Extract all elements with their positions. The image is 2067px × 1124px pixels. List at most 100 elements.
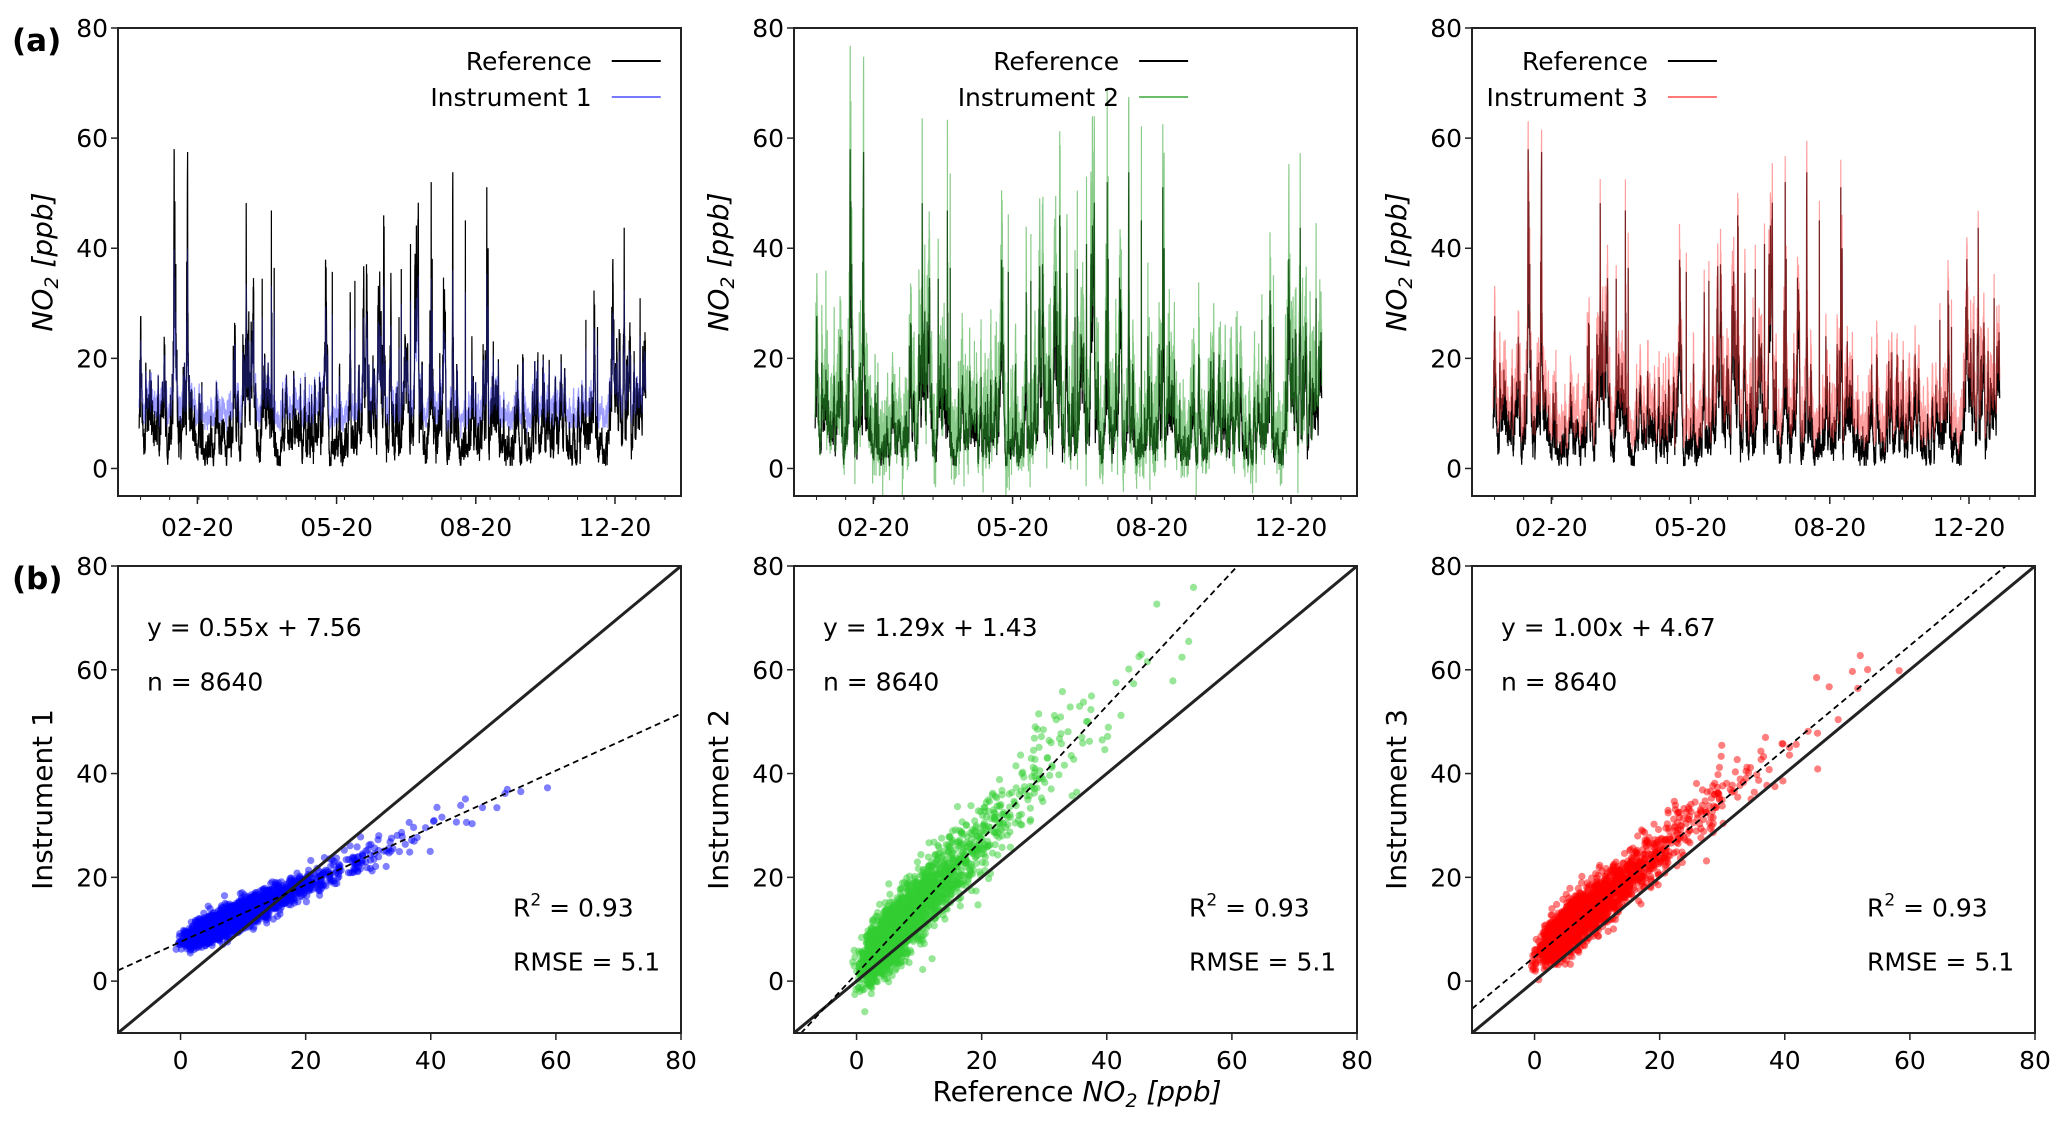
x-tick-label: 08-20: [1115, 513, 1188, 542]
y-tick-label: 0: [768, 454, 784, 483]
scatter-point: [1125, 665, 1133, 673]
y-tick-label: 80: [1430, 14, 1462, 43]
scatter-point: [925, 862, 933, 870]
scatter-point: [934, 870, 942, 879]
scatter-point: [1058, 688, 1066, 696]
scatter-point: [408, 836, 416, 844]
r2-value: = 0.93: [541, 893, 634, 922]
axes-frame: [117, 27, 682, 497]
y-tick-label: 40: [752, 760, 784, 789]
scatter-point: [1104, 732, 1112, 741]
scatter-point: [960, 830, 968, 839]
x-tick-label: 08-20: [1793, 513, 1866, 542]
scatter-point: [1011, 819, 1019, 827]
scatter-point: [907, 918, 915, 927]
scatter-point: [461, 795, 469, 803]
x-tick-label: 12-20: [579, 513, 652, 542]
scatter-point: [895, 899, 903, 908]
scatter-point: [850, 946, 858, 955]
sample-count: n = 8640: [823, 668, 939, 697]
x-tick-label: 12-20: [1255, 513, 1328, 542]
scatter-point: [898, 879, 907, 887]
scatter-point: [867, 924, 876, 932]
scatter-point: [1895, 667, 1903, 675]
scatter-point: [1029, 763, 1037, 772]
scatter-point: [938, 834, 946, 842]
scatter-point: [945, 832, 954, 841]
y-label-sub: 2: [41, 277, 63, 289]
scatter-point: [1039, 797, 1047, 806]
scatter-point: [1112, 679, 1120, 687]
y-axis-label: NO2 [ppb]: [702, 192, 739, 331]
scatter-point: [217, 902, 225, 910]
scatter-point: [982, 859, 990, 867]
y-label-main: NO: [26, 289, 59, 332]
y-tick-label: 60: [76, 124, 108, 153]
scatter-point: [876, 900, 884, 909]
y-tick-label: 40: [76, 760, 108, 789]
scatter-point: [987, 814, 995, 823]
scatter-point: [897, 912, 905, 921]
scatter-point: [1076, 702, 1084, 710]
scatter-point: [1003, 811, 1011, 819]
scatter-point: [925, 839, 933, 847]
scatter-point: [1104, 723, 1112, 731]
scatter-point: [1057, 740, 1065, 748]
r-squared: R2 = 0.93: [1189, 890, 1310, 922]
scatter-point: [1006, 803, 1014, 811]
scatter-point: [886, 965, 894, 973]
scatter-point: [861, 956, 869, 964]
scatter-point: [903, 948, 912, 956]
scatter-point: [958, 855, 966, 863]
x-tick-label: 80: [665, 1046, 697, 1075]
scatter-point: [917, 851, 925, 859]
scatter-point: [1153, 600, 1161, 608]
scatter-point: [1018, 821, 1026, 829]
scatter-point: [1019, 768, 1027, 776]
y-tick-label: 0: [768, 967, 784, 996]
fit-equation: y = 1.29x + 1.43: [823, 613, 1038, 642]
scatter-point: [941, 879, 949, 887]
y-tick-label: 20: [76, 863, 108, 892]
scatter-point: [898, 907, 906, 915]
scatter-point: [1078, 733, 1086, 741]
scatter-point: [925, 868, 933, 877]
scatter-point: [478, 804, 487, 812]
scatter-point: [172, 945, 180, 953]
scatter-point: [1060, 761, 1068, 769]
scatter-point: [998, 791, 1006, 799]
scatter-point: [1030, 789, 1038, 797]
scatter-point: [952, 845, 960, 854]
y-tick-label: 20: [752, 344, 784, 373]
axes-frame: [1471, 27, 2036, 497]
scatter-point: [1577, 879, 1586, 887]
scatter-point: [886, 890, 894, 899]
legend-label: Instrument 1: [430, 83, 591, 112]
scatter-point: [933, 898, 941, 906]
scatter-point: [426, 847, 434, 856]
scatter-point: [1050, 712, 1058, 720]
y-axis-label: NO2 [ppb]: [1380, 192, 1417, 331]
x-tick-label: 0: [849, 1046, 865, 1075]
scatter-point: [892, 965, 900, 973]
x-tick-label: 60: [1216, 1046, 1248, 1075]
scatter-point: [1101, 746, 1109, 754]
rmse: RMSE = 5.1: [513, 948, 660, 977]
scatter-point: [406, 848, 414, 856]
y-label-main: NO: [1380, 289, 1413, 332]
scatter-point: [335, 873, 343, 881]
scatter-point: [1039, 726, 1047, 734]
scatter-point: [978, 850, 986, 858]
scatter-point: [890, 938, 898, 946]
scatter-point: [462, 818, 471, 827]
y-label-main: NO: [702, 289, 735, 332]
x-tick-label: 05-20: [976, 513, 1049, 542]
scatter-point: [220, 892, 229, 900]
scatter-point: [974, 901, 982, 909]
y-tick-label: 60: [76, 656, 108, 685]
r2-label: R: [513, 893, 530, 922]
